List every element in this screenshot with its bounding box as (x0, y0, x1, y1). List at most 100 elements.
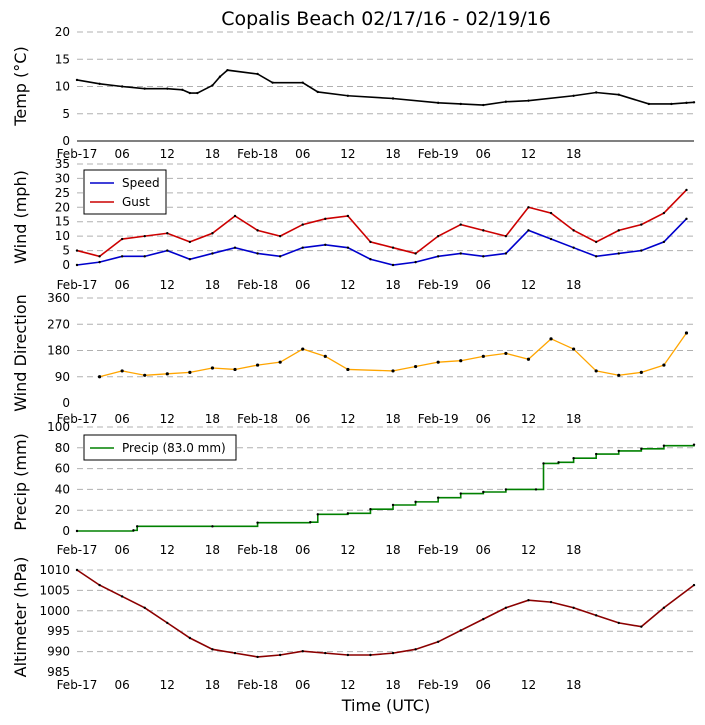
data-point (75, 529, 79, 533)
x-tick-label: 06 (476, 147, 491, 161)
series-line-temp (76, 69, 695, 106)
y-tick-label: 15 (55, 52, 70, 66)
data-point (324, 651, 327, 655)
y-axis-label: Wind (mph) (11, 170, 30, 264)
x-tick-label: 06 (476, 278, 491, 292)
y-tick-label: 985 (47, 665, 70, 679)
data-point (482, 617, 485, 621)
data-point (346, 94, 350, 97)
y-tick-label: 0 (62, 524, 70, 538)
x-tick-label: 12 (521, 412, 536, 426)
data-point (211, 252, 214, 255)
data-point (617, 621, 620, 625)
data-point (143, 87, 146, 90)
data-point (75, 78, 79, 82)
data-point (527, 229, 530, 232)
x-tick-label: 18 (385, 543, 400, 557)
series-segment (212, 367, 236, 371)
data-point (557, 461, 560, 464)
figure-title: Copalis Beach 02/17/16 - 02/19/16 (221, 8, 551, 30)
data-point (143, 606, 146, 609)
x-tick-label: 06 (476, 412, 491, 426)
x-tick-label: 18 (566, 278, 581, 292)
x-tick-label: 18 (205, 543, 220, 557)
data-point (504, 234, 508, 238)
y-tick-label: 1005 (39, 583, 70, 597)
data-point (436, 255, 440, 258)
data-point (414, 648, 417, 651)
data-point (526, 357, 531, 361)
x-tick-label: 12 (521, 678, 536, 692)
data-point (233, 246, 237, 249)
data-point (120, 369, 124, 373)
data-point (527, 599, 530, 602)
data-point (647, 102, 651, 106)
y-tick-label: 0 (62, 258, 70, 272)
x-tick-label: 12 (160, 543, 175, 557)
data-point (346, 653, 350, 657)
data-point (98, 255, 101, 258)
x-tick-label: Feb-17 (57, 278, 98, 292)
data-point (278, 255, 282, 258)
data-point (482, 103, 485, 107)
data-point (662, 211, 666, 215)
data-point (527, 99, 530, 102)
x-tick-label: 12 (521, 278, 536, 292)
legend-box (83, 169, 167, 215)
data-point (436, 640, 440, 643)
data-point (211, 525, 214, 528)
y-tick-label: 35 (55, 157, 70, 171)
y-tick-label: 20 (55, 25, 70, 39)
data-point (504, 606, 508, 609)
x-tick-label: 12 (160, 678, 175, 692)
series-line-speed (76, 218, 688, 266)
data-point (413, 364, 418, 369)
data-point (210, 366, 215, 370)
x-tick-label: 06 (115, 278, 130, 292)
y-axis-label: Altimeter (hPa) (11, 557, 30, 678)
x-tick-label: 18 (566, 147, 581, 161)
data-point (120, 237, 124, 241)
data-point (120, 85, 124, 88)
series-segment (505, 352, 529, 360)
y-axis-label: Temp (°C) (11, 46, 30, 126)
data-point (459, 223, 462, 226)
data-point (256, 229, 259, 232)
series-segment (618, 371, 642, 376)
data-point (135, 525, 139, 528)
data-point (346, 246, 350, 249)
data-point (414, 252, 417, 255)
y-tick-label: 15 (55, 215, 70, 229)
data-point (166, 232, 169, 235)
x-tick-label: 12 (340, 543, 355, 557)
y-tick-label: 0 (62, 396, 70, 410)
x-tick-label: Feb-18 (237, 678, 278, 692)
data-point (459, 629, 462, 632)
data-point (120, 255, 124, 258)
data-point (662, 606, 666, 609)
x-tick-label: Feb-18 (237, 278, 278, 292)
x-tick-label: Feb-18 (237, 543, 278, 557)
data-point (75, 249, 79, 252)
data-point (271, 81, 274, 84)
x-tick-label: 12 (160, 278, 175, 292)
data-point (188, 636, 192, 640)
data-point (662, 363, 666, 367)
data-point (188, 258, 192, 261)
data-point (256, 72, 259, 76)
data-point (572, 606, 575, 609)
data-point (640, 447, 643, 451)
y-tick-label: 1000 (39, 604, 70, 618)
data-point (196, 91, 199, 95)
data-point (278, 360, 282, 364)
data-point (165, 372, 169, 376)
data-point (256, 252, 259, 255)
y-tick-label: 25 (55, 186, 70, 200)
data-point (459, 359, 463, 363)
x-tick-label: 12 (340, 678, 355, 692)
data-point (572, 347, 576, 351)
data-point (459, 492, 462, 495)
data-point (233, 214, 237, 218)
data-point (436, 496, 440, 499)
